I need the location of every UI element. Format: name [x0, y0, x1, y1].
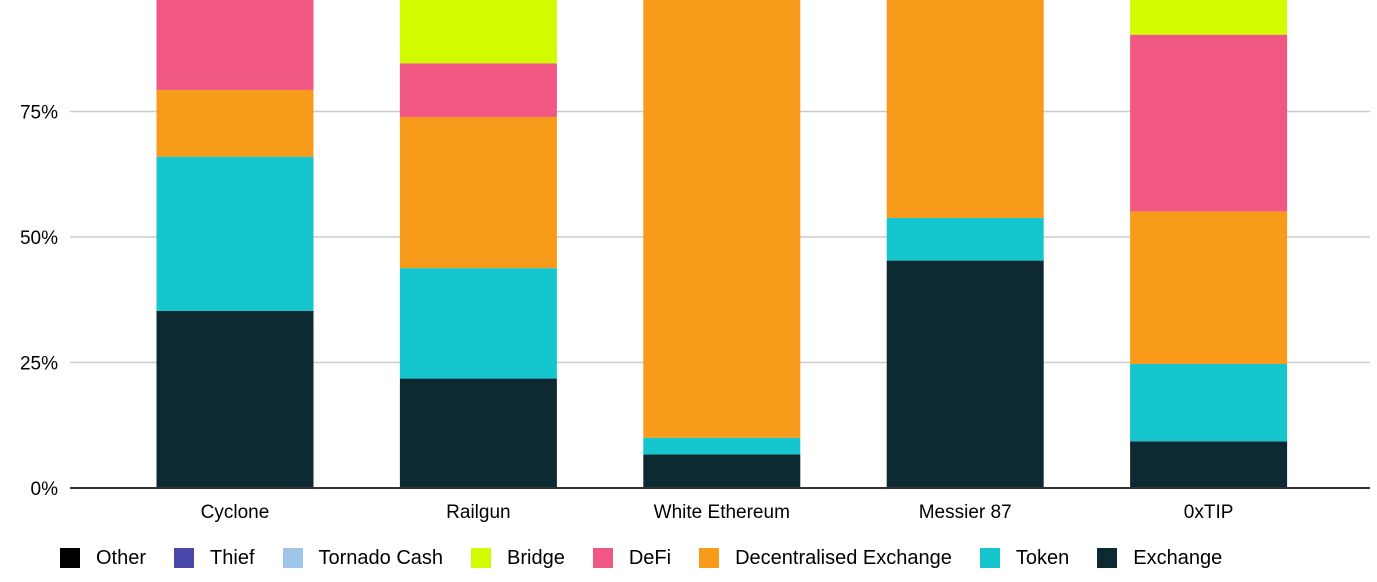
legend-item: DeFi [592, 546, 672, 570]
legend-label: Decentralised Exchange [735, 546, 952, 569]
legend-item: Token [979, 546, 1070, 570]
legend-label: DeFi [628, 546, 672, 569]
x-tick-label: 0xTIP [1184, 502, 1234, 523]
y-tick-label: 75% [20, 103, 58, 124]
bar-segment-token [156, 156, 314, 311]
bar-segment-token [886, 217, 1044, 261]
bar-segment-exchange [156, 310, 314, 488]
bar-segment-decentralised-exchange [156, 89, 314, 157]
x-tick-label: Messier 87 [919, 502, 1012, 523]
legend-item: Decentralised Exchange [699, 547, 952, 570]
legend-item: Thief [174, 546, 255, 570]
legend-item: Tornado Cash [282, 546, 444, 570]
y-tick-label: 25% [20, 354, 58, 375]
legend-swatch [471, 548, 492, 568]
bar-segment-exchange [399, 378, 557, 488]
bar-segment-defi [399, 63, 557, 118]
x-tick-label: Cyclone [201, 502, 270, 523]
bar-segment-token [643, 437, 801, 455]
bar-segment-defi [156, 0, 314, 90]
legend-swatch [282, 548, 303, 568]
bar-segment-decentralised-exchange [1130, 211, 1288, 365]
legend-swatch [1097, 548, 1118, 568]
y-tick-labels: 0% 25% 50% 75% [20, 103, 58, 501]
bar-segment-defi [1130, 34, 1288, 212]
bars [156, 0, 1288, 488]
legend-label: Tornado Cash [318, 546, 444, 569]
legend: Other Thief Tornado Cash Bridge DeFi Decentra… [60, 544, 1250, 572]
bar-segment-decentralised-exchange [399, 117, 557, 269]
legend-item: Other [60, 547, 146, 570]
legend-label: Other [96, 546, 147, 569]
legend-swatch [60, 548, 80, 568]
y-tick-label: 50% [20, 228, 58, 249]
x-tick-labels: Cyclone Railgun White Ethereum Messier 87 0x… [201, 502, 1234, 523]
x-tick-label: White Ethereum [654, 502, 790, 523]
legend-swatch [174, 548, 195, 568]
bar-segment-exchange [1130, 441, 1288, 488]
legend-label: Token [1015, 546, 1070, 569]
legend-label: Exchange [1133, 546, 1223, 569]
bar-segment-decentralised-exchange [643, 0, 801, 438]
bar-segment-token [1130, 364, 1288, 442]
legend-swatch [979, 548, 1000, 568]
bar-segment-token [399, 268, 557, 379]
stacked-bar-chart: 0% 25% 50% 75% Cyclone Railgun White Ethereum… [20, 0, 1370, 523]
y-tick-label: 0% [31, 479, 59, 500]
bar-segment-exchange [643, 454, 801, 488]
legend-swatch [699, 548, 720, 568]
legend-item: Exchange [1097, 547, 1222, 570]
legend-swatch [592, 548, 613, 568]
legend-label: Bridge [507, 546, 565, 569]
bar-segment-exchange [886, 260, 1044, 488]
x-tick-label: Railgun [446, 502, 510, 523]
legend-item: Bridge [471, 547, 565, 570]
bar-segment-bridge [1130, 0, 1288, 35]
legend-label: Thief [210, 546, 255, 569]
bar-segment-decentralised-exchange [886, 0, 1044, 218]
bar-segment-bridge [399, 0, 557, 64]
